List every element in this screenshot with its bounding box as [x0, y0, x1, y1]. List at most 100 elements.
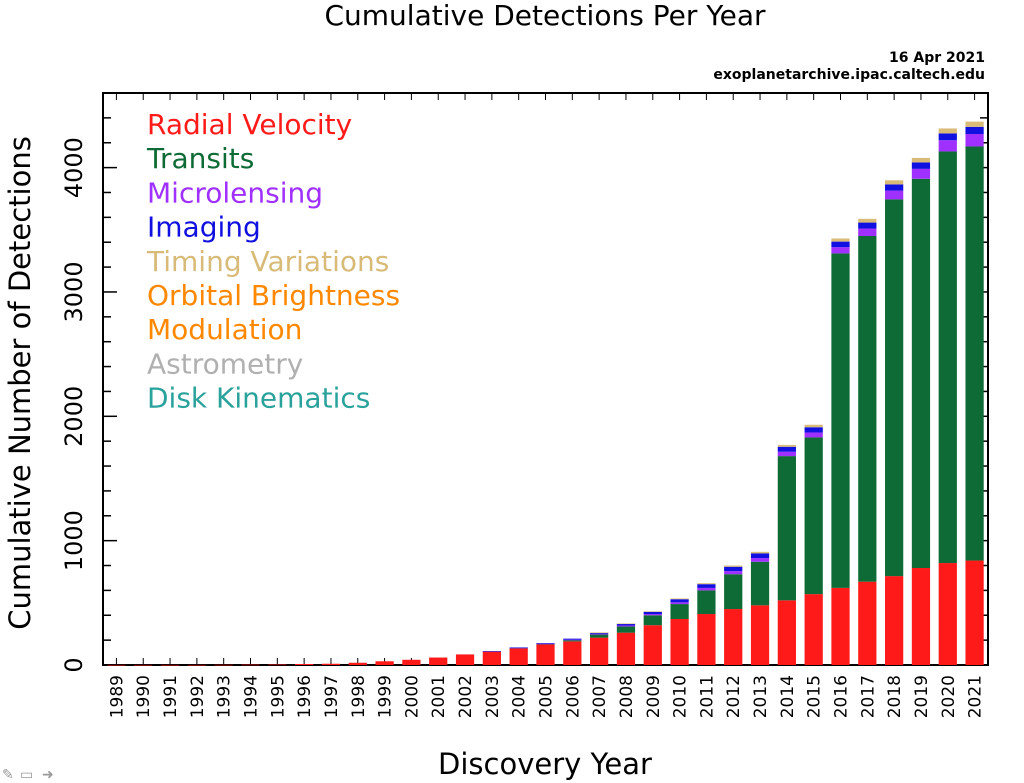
bar-segment — [107, 664, 126, 666]
bar-segment — [724, 609, 743, 665]
legend-entry: Radial Velocity — [147, 108, 352, 141]
x-tick-label: 2004 — [510, 675, 530, 718]
bar-segment — [482, 651, 501, 665]
bar-segment — [804, 427, 823, 433]
bar-segment — [563, 638, 582, 640]
legend: Radial VelocityTransitsMicrolensingImagi… — [146, 108, 400, 415]
bar-segment — [321, 663, 341, 665]
bar-segment — [643, 614, 662, 616]
bar-segment — [831, 587, 850, 665]
y-tick-label: 4000 — [60, 137, 88, 198]
x-tick-label: 2020 — [939, 675, 959, 718]
arrow-right-icon[interactable]: ➜ — [42, 767, 54, 783]
bar-segment — [750, 553, 770, 559]
x-tick-label: 2006 — [563, 675, 583, 718]
bar-segment — [670, 604, 689, 619]
bar-segment — [697, 590, 716, 615]
x-axis-label: Discovery Year — [438, 747, 652, 781]
x-tick-label: 2018 — [885, 675, 905, 718]
bar-segment — [616, 623, 636, 626]
x-tick-label: 2002 — [456, 675, 476, 718]
chart-source: exoplanetarchive.ipac.caltech.edu — [713, 67, 985, 83]
bar-segment — [590, 634, 609, 638]
chart-title: Cumulative Detections Per Year — [324, 0, 766, 32]
toolbar-icons[interactable]: ✎ ▭ ➜ — [2, 767, 54, 783]
y-tick-label: 3000 — [60, 261, 88, 322]
y-axis-label: Cumulative Number of Detections — [3, 136, 37, 630]
bar-segment — [965, 560, 984, 665]
bar-segment — [697, 584, 716, 588]
bar-segment — [563, 640, 582, 642]
bar-segment — [777, 451, 796, 457]
x-tick-label: 2003 — [483, 675, 503, 718]
bar-segment — [616, 626, 636, 633]
legend-entry: Modulation — [147, 313, 302, 346]
bar-segment — [777, 600, 796, 665]
bar-segment — [482, 651, 501, 652]
bar-segment — [885, 190, 904, 200]
bar-segment — [965, 121, 984, 127]
bar-segment — [777, 444, 796, 447]
bar-segment — [724, 566, 743, 572]
bar-segment — [509, 648, 528, 665]
bar-segment — [911, 157, 931, 163]
bar-segment — [536, 643, 555, 645]
bar-segment — [965, 126, 984, 135]
bar-segment — [858, 222, 877, 229]
x-tick-label: 1994 — [242, 675, 262, 718]
bar-segment — [858, 581, 877, 665]
bar-segment — [885, 576, 904, 665]
bar-segment — [911, 568, 931, 665]
bar-segment — [965, 146, 984, 561]
legend-entry: Astrometry — [147, 347, 303, 380]
y-tick-label: 0 — [60, 657, 88, 672]
bar-segment — [241, 664, 260, 666]
bars — [107, 121, 984, 666]
x-tick-label: 1992 — [188, 675, 208, 718]
bar-segment — [804, 437, 823, 595]
bar-segment — [590, 632, 609, 634]
bar-segment — [616, 623, 636, 625]
bar-segment — [750, 561, 770, 606]
plot-area: 0 1000 2000 3000 4000 1989 1990 1991 1992 1993 199… — [60, 92, 989, 718]
bar-segment — [643, 615, 662, 626]
bar-segment — [777, 456, 796, 601]
bar-segment — [536, 643, 555, 644]
bar-segment — [670, 618, 689, 665]
bar-segment — [750, 558, 770, 562]
bar-segment — [268, 664, 287, 666]
bar-segment — [858, 228, 877, 236]
bar-segment — [938, 128, 957, 134]
bar-segment — [885, 199, 904, 577]
bar-segment — [670, 599, 689, 603]
y-tick-label: 2000 — [60, 386, 88, 447]
x-tick-label: 2012 — [724, 675, 744, 718]
x-tick-label: 2013 — [751, 675, 771, 718]
x-tick-label: 2014 — [778, 675, 798, 718]
x-tick-label: 2011 — [697, 675, 717, 718]
pencil-icon[interactable]: ✎ — [2, 767, 14, 783]
bar-segment — [911, 168, 931, 179]
bar-segment — [938, 563, 957, 665]
bar-segment — [750, 551, 770, 554]
bar-segment — [134, 664, 153, 666]
bar-segment — [938, 151, 957, 564]
bar-segment — [697, 614, 716, 665]
bar-segment — [643, 611, 662, 612]
bar-segment — [643, 611, 662, 615]
screen-icon[interactable]: ▭ — [20, 767, 33, 783]
bar-segment — [643, 625, 662, 665]
bar-segment — [804, 432, 823, 438]
bar-segment — [911, 162, 931, 169]
bar-segment — [750, 605, 770, 665]
bar-segment — [885, 184, 904, 191]
bar-segment — [509, 647, 528, 649]
legend-entry: Timing Variations — [146, 245, 389, 278]
x-tick-label: 2007 — [590, 675, 610, 718]
x-tick-label: 1991 — [161, 675, 181, 718]
chart-date: 16 Apr 2021 — [889, 50, 985, 66]
legend-entry: Disk Kinematics — [147, 382, 370, 415]
bar-segment — [670, 598, 689, 600]
bar-segment — [590, 632, 609, 634]
bar-segment — [670, 602, 689, 605]
